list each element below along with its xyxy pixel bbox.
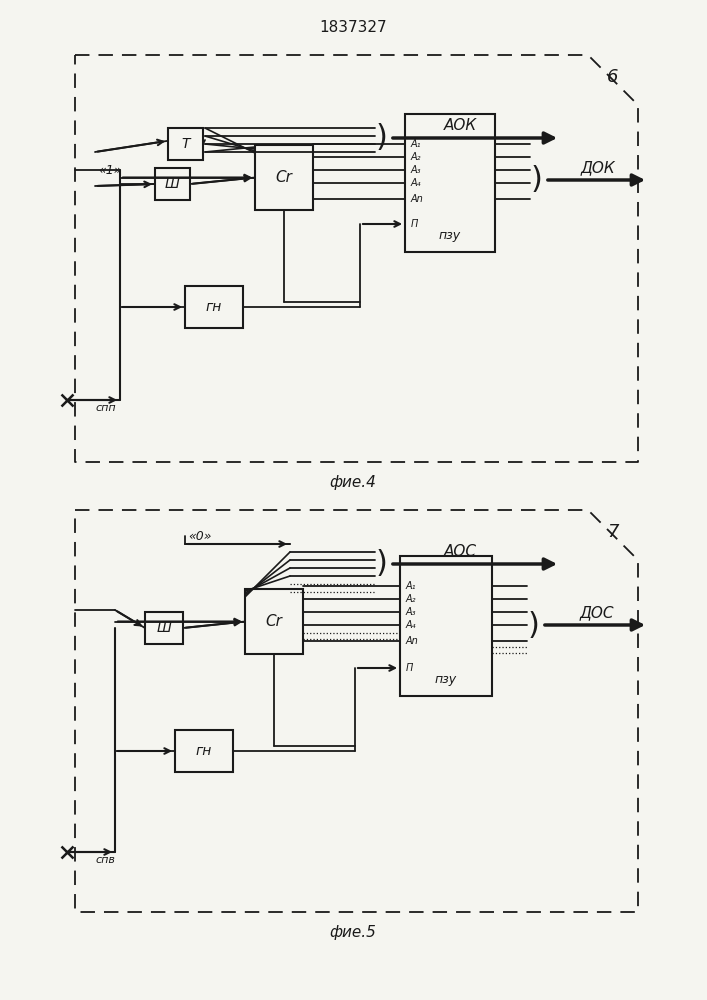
Text: Ш: Ш [165,177,180,191]
Text: А₂: А₂ [406,594,416,604]
Bar [145,612,183,644]
Text: 6: 6 [607,68,619,86]
Text: Аn: Аn [411,194,423,204]
Text: ): ) [376,123,388,152]
Text: ДОС: ДОС [580,605,614,620]
Text: Cr: Cr [276,170,293,185]
Text: А₁: А₁ [406,581,416,591]
Text: фие.4: фие.4 [329,475,376,489]
Text: А₃: А₃ [406,607,416,617]
Text: А₄: А₄ [411,178,421,188]
Text: «0»: «0» [188,530,212,542]
Text: А₄: А₄ [406,620,416,630]
Text: гн: гн [206,300,222,314]
Text: «1»: «1» [98,163,122,176]
Text: пзу: пзу [435,674,457,686]
Text: ): ) [376,550,388,578]
Text: А₂: А₂ [411,152,421,162]
Bar [255,145,313,210]
Text: спв: спв [95,855,115,865]
Bar [185,286,243,328]
Text: АОК: АОК [443,117,477,132]
Text: А₃: А₃ [411,165,421,175]
Text: П: П [406,663,414,673]
Bar [245,589,303,654]
Text: ): ) [531,165,543,194]
Text: фие.5: фие.5 [329,924,376,940]
Text: T: T [181,137,189,151]
Text: пзу: пзу [439,230,461,242]
Text: Ш: Ш [156,621,171,635]
Text: П: П [411,219,419,229]
Text: ДОК: ДОК [580,160,615,176]
Text: спп: спп [95,403,116,413]
Bar [155,168,190,200]
Text: 1837327: 1837327 [319,20,387,35]
Bar [175,730,233,772]
Text: Cr: Cr [266,614,282,629]
Text: гн: гн [196,744,212,758]
Bar [405,114,495,252]
Bar [400,556,492,696]
Text: 7: 7 [607,523,619,541]
Text: АОС: АОС [443,544,477,560]
Text: А₁: А₁ [411,139,421,149]
Bar [168,128,203,160]
Text: ): ) [528,610,540,640]
Text: Аn: Аn [406,636,419,646]
